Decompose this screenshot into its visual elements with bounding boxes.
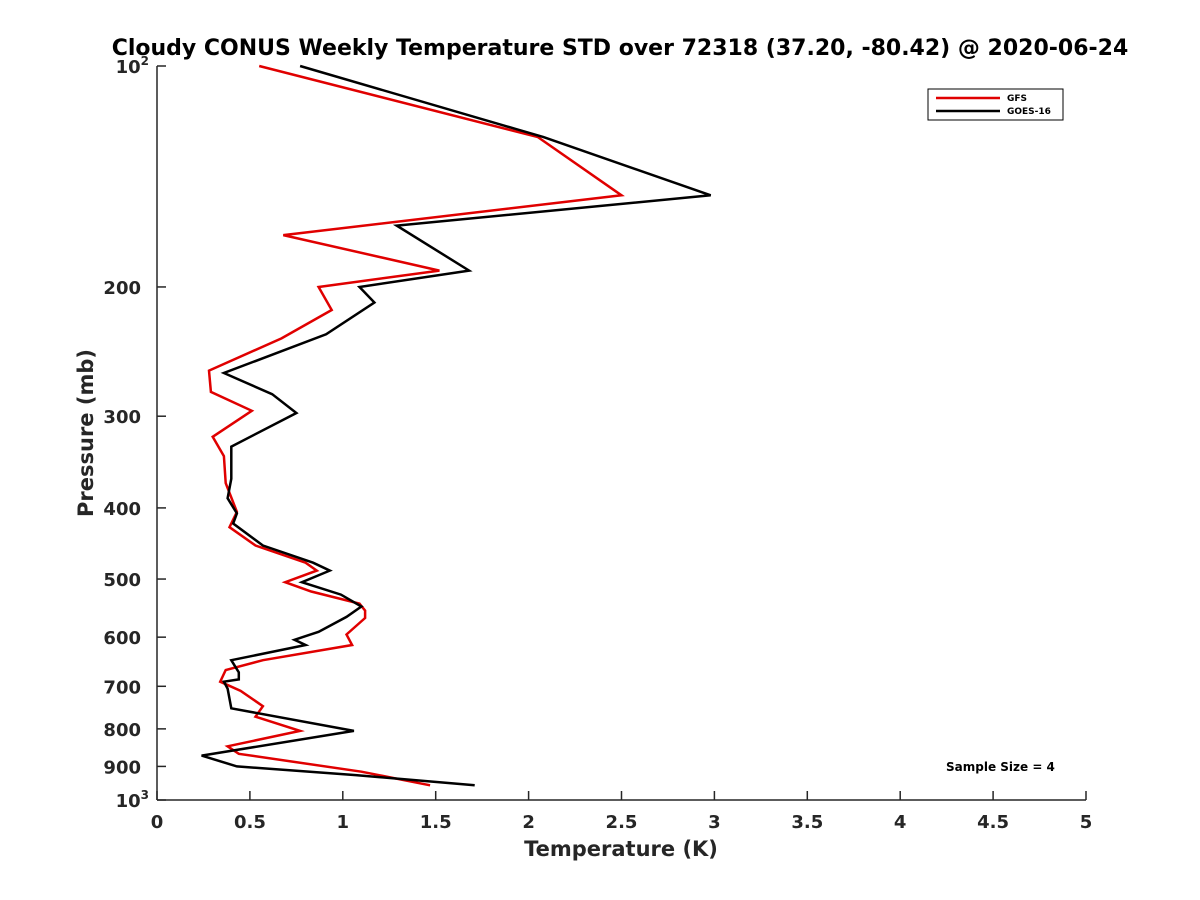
y-tick-label: 200 [103,278,141,299]
x-tick-label: 4.5 [977,812,1009,833]
x-axis-label: Temperature (K) [524,837,718,861]
y-tick-label: 500 [103,570,141,591]
y-ticks: 102 200 300 400 500 600 700 800 900 103 [103,54,166,812]
chart-title: Cloudy CONUS Weekly Temperature STD over… [112,36,1129,61]
x-tick-label: 0 [151,812,164,833]
y-tick-label: 800 [103,720,141,741]
y-tick-label: 300 [103,407,141,428]
y-tick-label: 900 [103,757,141,778]
legend-label-goes16: GOES-16 [1007,107,1051,117]
x-tick-label: 5 [1080,812,1093,833]
x-tick-label: 0.5 [234,812,266,833]
x-tick-label: 4 [894,812,907,833]
y-tick-label: 400 [103,499,141,520]
y-tick-label: 102 [116,54,149,78]
x-tick-label: 1 [337,812,350,833]
x-tick-label: 1.5 [420,812,452,833]
series-line-goes-16 [201,64,712,787]
legend: GFS GOES-16 [927,88,1064,121]
x-tick-label: 2.5 [606,812,638,833]
x-tick-label: 3.5 [791,812,823,833]
sample-size-annotation: Sample Size = 4 [946,760,1055,774]
axes: 0 0.5 1 1.5 2 2.5 3 3.5 4 4.5 5 102 200 300 400 500 600… [103,54,1092,833]
y-axis-label: Pressure (mb) [74,349,98,517]
x-tick-label: 3 [708,812,721,833]
x-ticks: 0 0.5 1 1.5 2 2.5 3 3.5 4 4.5 5 [151,791,1093,833]
x-tick-label: 2 [522,812,535,833]
series-lines [201,64,712,787]
series-line-gfs [207,64,625,787]
y-tick-label: 700 [103,677,141,698]
y-tick-label: 103 [116,788,149,812]
legend-label-gfs: GFS [1007,94,1027,104]
y-tick-label: 600 [103,628,141,649]
legend-box [927,88,1064,121]
